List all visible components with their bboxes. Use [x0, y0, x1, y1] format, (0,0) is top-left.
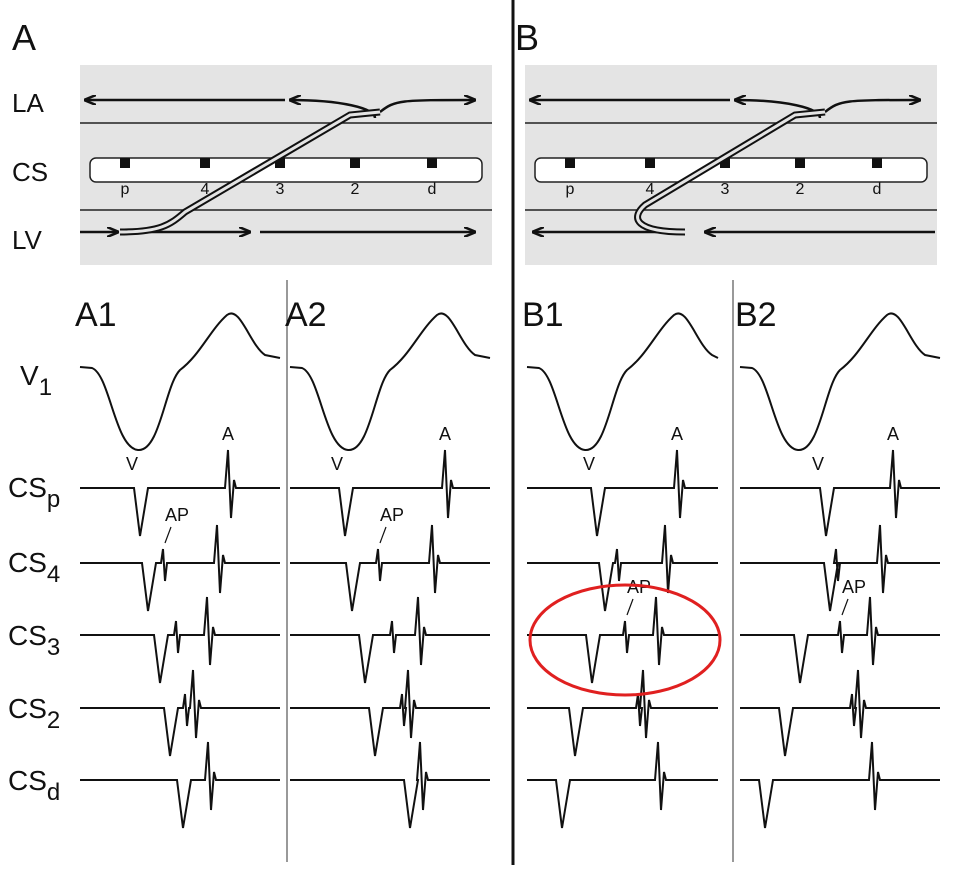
electrode-label: p — [566, 181, 575, 198]
cs-electrogram — [527, 741, 718, 829]
electrode-label: 3 — [721, 181, 730, 198]
electrode — [120, 158, 130, 168]
lead-name: CS — [8, 472, 47, 503]
subpanel-label: B2 — [735, 296, 777, 334]
atrial-label: A — [887, 424, 899, 444]
cs-electrogram — [80, 596, 280, 684]
lead-label: CS2 — [8, 693, 60, 734]
ventricular-label: V — [583, 454, 595, 474]
lead-name: CS — [8, 620, 47, 651]
ventricular-label: V — [126, 454, 138, 474]
cs-electrogram — [527, 524, 718, 612]
lead-subscript: 1 — [39, 374, 52, 401]
atrial-label: A — [439, 424, 451, 444]
cs-electrogram — [290, 524, 490, 612]
ap-label: AP — [165, 505, 189, 525]
lead-subscript: p — [47, 486, 60, 513]
electrode — [275, 158, 285, 168]
schematic: p 4 3 2 d — [525, 65, 937, 265]
lead-label: CSd — [8, 765, 60, 806]
electrode-label: d — [428, 181, 437, 198]
lead-label: V1 — [20, 360, 52, 401]
ap-pointer — [164, 526, 172, 544]
lead-name: CS — [8, 547, 47, 578]
lead-label: CS3 — [8, 620, 60, 661]
conduction-path — [636, 110, 826, 234]
cs-electrogram — [80, 669, 280, 757]
atrial-label: A — [222, 424, 234, 444]
lead-subscript: 4 — [47, 561, 60, 588]
cs-electrogram — [290, 449, 490, 537]
cs-electrogram — [740, 449, 940, 537]
cs-electrogram — [290, 596, 490, 684]
lead-subscript: 3 — [47, 634, 60, 661]
lead-name: CS — [8, 693, 47, 724]
subpanel-label: A1 — [75, 296, 117, 334]
cs-electrogram — [740, 669, 940, 757]
electrode-label: p — [121, 181, 130, 198]
v1-waveform — [526, 312, 719, 452]
electrode — [720, 158, 730, 168]
electrode — [350, 158, 360, 168]
electrode — [200, 158, 210, 168]
cs-electrogram — [527, 596, 718, 684]
row-label: CS — [12, 157, 48, 187]
cs-electrogram — [740, 524, 940, 612]
row-label: LV — [12, 225, 43, 255]
panel-label: A — [12, 17, 36, 58]
electrode-label: 2 — [796, 181, 805, 198]
arrow — [824, 100, 920, 113]
cs-electrogram — [80, 741, 280, 829]
electrode — [645, 158, 655, 168]
ap-label: AP — [842, 577, 866, 597]
cs-electrogram — [80, 524, 280, 612]
cs-electrogram — [740, 596, 940, 684]
electrode-label: 4 — [201, 181, 210, 198]
electrode-label: 2 — [351, 181, 360, 198]
ap-pointer — [379, 526, 387, 544]
subpanel-label: A2 — [285, 296, 327, 334]
lead-label: CSp — [8, 472, 60, 513]
electrode — [565, 158, 575, 168]
lead-label: CS4 — [8, 547, 60, 588]
panel-label: B — [515, 17, 539, 58]
lead-name: V — [20, 360, 39, 391]
subpanel-label: B1 — [522, 296, 564, 334]
cs-electrogram — [527, 449, 718, 537]
v1-waveform — [289, 312, 491, 452]
electrode-label: d — [873, 181, 882, 198]
cs-catheter — [89, 157, 483, 183]
v1-waveform — [739, 312, 941, 452]
cs-electrogram — [740, 741, 940, 829]
electrode-label: 4 — [646, 181, 655, 198]
row-label: LA — [12, 88, 44, 118]
ap-pointer — [626, 598, 634, 616]
ventricular-label: V — [331, 454, 343, 474]
cs-electrogram — [290, 741, 490, 829]
arrow — [379, 100, 475, 113]
ventricular-label: V — [812, 454, 824, 474]
ap-pointer — [841, 598, 849, 616]
atrial-label: A — [671, 424, 683, 444]
cs-catheter — [534, 157, 928, 183]
electrode-label: 3 — [276, 181, 285, 198]
electrode — [872, 158, 882, 168]
electrode — [427, 158, 437, 168]
conduction-path — [119, 110, 381, 234]
cs-electrogram — [290, 669, 490, 757]
highlight-ellipse — [528, 583, 722, 697]
lead-name: CS — [8, 765, 47, 796]
lead-subscript: d — [47, 779, 60, 806]
ap-label: AP — [380, 505, 404, 525]
schematic: p 4 3 2 d — [80, 65, 492, 265]
lead-subscript: 2 — [47, 707, 60, 734]
electrode — [795, 158, 805, 168]
v1-waveform — [79, 312, 281, 452]
cs-electrogram — [527, 669, 718, 757]
cs-electrogram — [80, 449, 280, 537]
